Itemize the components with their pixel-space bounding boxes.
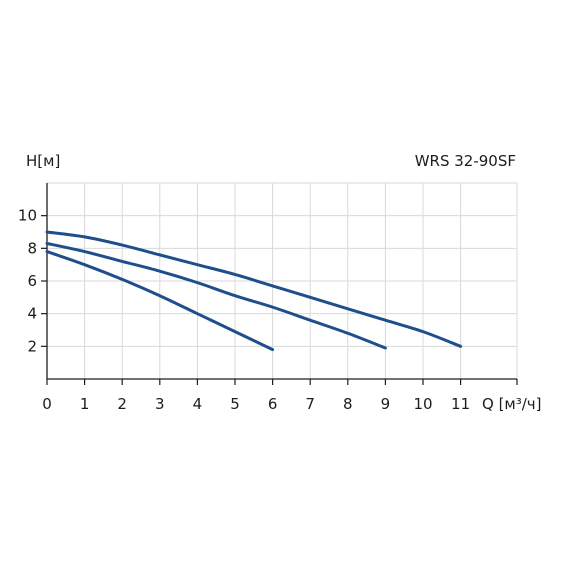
x-tick-label: 9 <box>381 395 391 413</box>
y-tick-labels: 2 4 6 8 10 <box>18 207 37 356</box>
x-tick-label: 5 <box>230 395 240 413</box>
y-tick-label: 2 <box>27 337 37 355</box>
y-axis-label: H[м] <box>26 152 60 170</box>
x-tick-label: 8 <box>343 395 353 413</box>
x-tick-label: 7 <box>305 395 315 413</box>
x-tick-label: 0 <box>42 395 52 413</box>
y-tick-label: 8 <box>27 239 37 257</box>
x-tick-label: 2 <box>117 395 127 413</box>
series-group <box>45 230 463 352</box>
series-line-2 <box>45 241 387 350</box>
x-tick-label: 1 <box>80 395 90 413</box>
x-tick-labels: 0 1 2 3 4 5 6 7 8 9 10 11 <box>42 395 470 413</box>
axes <box>41 183 518 385</box>
x-tick-label: 6 <box>268 395 278 413</box>
series-line-1 <box>45 230 463 348</box>
chart-title: WRS 32-90SF <box>415 152 516 170</box>
x-tick-label: 11 <box>451 395 470 413</box>
x-tick-label: 3 <box>155 395 165 413</box>
x-tick-label: 4 <box>193 395 203 413</box>
series-line-3 <box>45 250 275 352</box>
y-tick-label: 10 <box>18 207 37 225</box>
grid <box>46 182 518 380</box>
y-tick-label: 6 <box>27 272 37 290</box>
x-tick-label: 10 <box>413 395 432 413</box>
y-tick-label: 4 <box>27 305 37 323</box>
x-axis-label: Q [м³/ч] <box>482 395 542 413</box>
